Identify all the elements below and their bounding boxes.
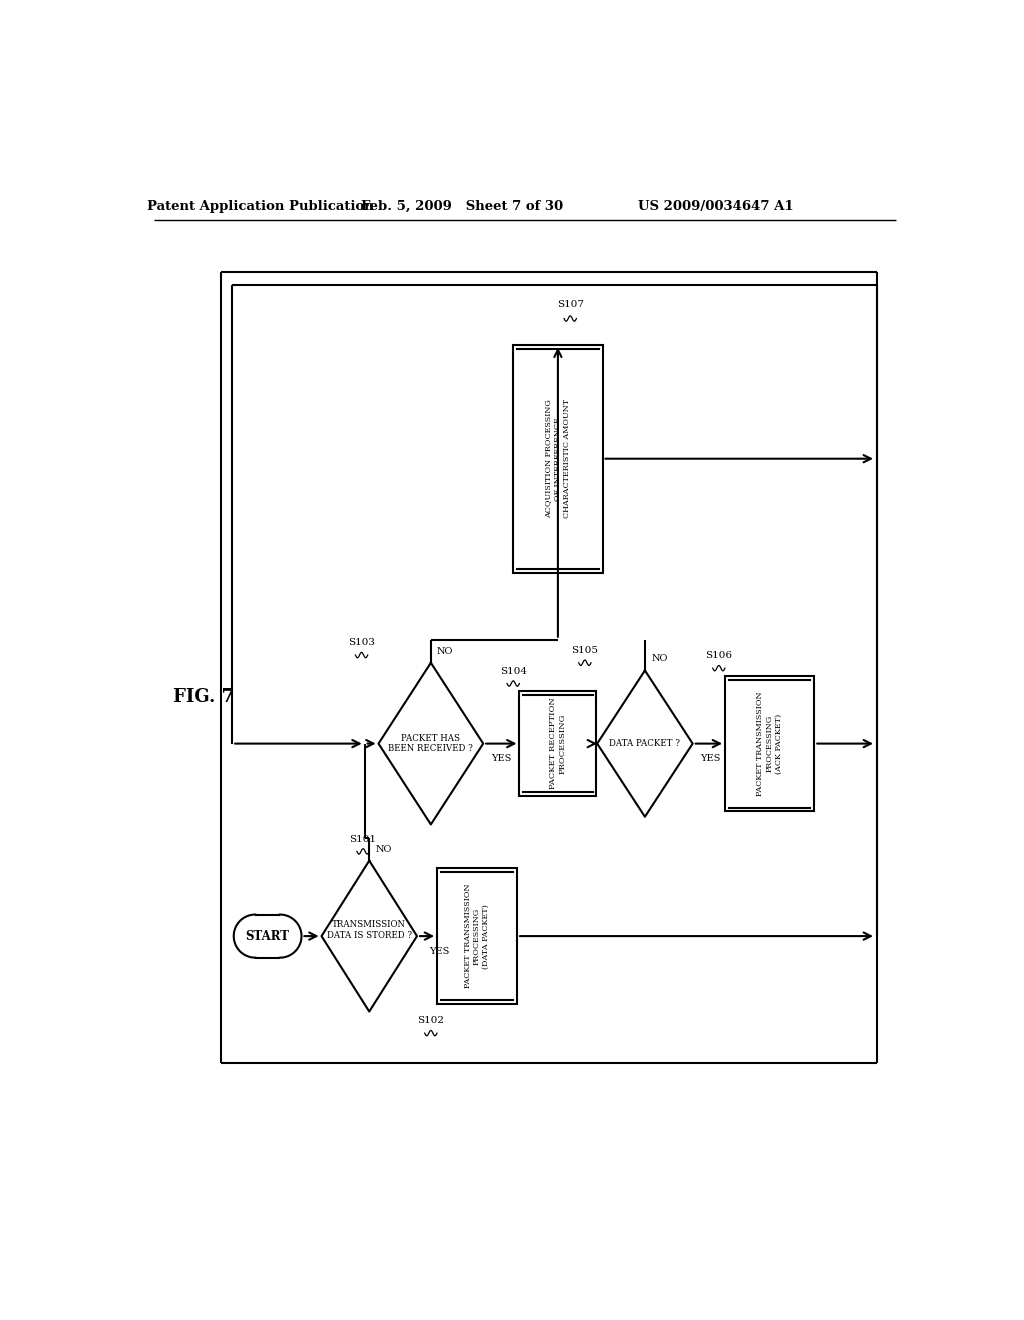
Text: PACKET HAS
BEEN RECEIVED ?: PACKET HAS BEEN RECEIVED ? <box>388 734 473 754</box>
Text: PACKET TRANSMISSION
PROCESSING
(DATA PACKET): PACKET TRANSMISSION PROCESSING (DATA PAC… <box>464 884 490 989</box>
Text: NO: NO <box>651 655 668 664</box>
Text: S107: S107 <box>557 300 584 309</box>
Text: US 2009/0034647 A1: US 2009/0034647 A1 <box>638 199 794 213</box>
Text: Feb. 5, 2009   Sheet 7 of 30: Feb. 5, 2009 Sheet 7 of 30 <box>360 199 563 213</box>
Text: S103: S103 <box>348 639 375 647</box>
Text: PACKET RECEPTION
PROCESSING: PACKET RECEPTION PROCESSING <box>549 698 566 789</box>
Text: PACKET TRANSMISSION
PROCESSING
(ACK PACKET): PACKET TRANSMISSION PROCESSING (ACK PACK… <box>757 692 783 796</box>
Text: START: START <box>246 929 290 942</box>
Text: YES: YES <box>700 755 721 763</box>
Text: NO: NO <box>437 647 454 656</box>
Text: S101: S101 <box>349 834 377 843</box>
Text: ACQUISITION PROCESSING
OF INTERFERENCE
CHARACTERISTIC AMOUNT: ACQUISITION PROCESSING OF INTERFERENCE C… <box>545 399 571 519</box>
Bar <box>725 676 814 812</box>
Text: TRANSMISSION
DATA IS STORED ?: TRANSMISSION DATA IS STORED ? <box>327 920 412 940</box>
Bar <box>513 345 602 573</box>
Text: NO: NO <box>376 845 392 854</box>
Bar <box>519 692 596 796</box>
Text: S105: S105 <box>571 645 598 655</box>
Text: Patent Application Publication: Patent Application Publication <box>146 199 374 213</box>
Text: YES: YES <box>490 755 511 763</box>
Text: YES: YES <box>429 946 450 956</box>
Text: S102: S102 <box>418 1016 444 1026</box>
Text: S104: S104 <box>500 667 526 676</box>
Text: FIG. 7: FIG. 7 <box>173 689 234 706</box>
Text: S106: S106 <box>706 651 732 660</box>
Text: DATA PACKET ?: DATA PACKET ? <box>609 739 680 748</box>
Bar <box>437 869 517 1003</box>
